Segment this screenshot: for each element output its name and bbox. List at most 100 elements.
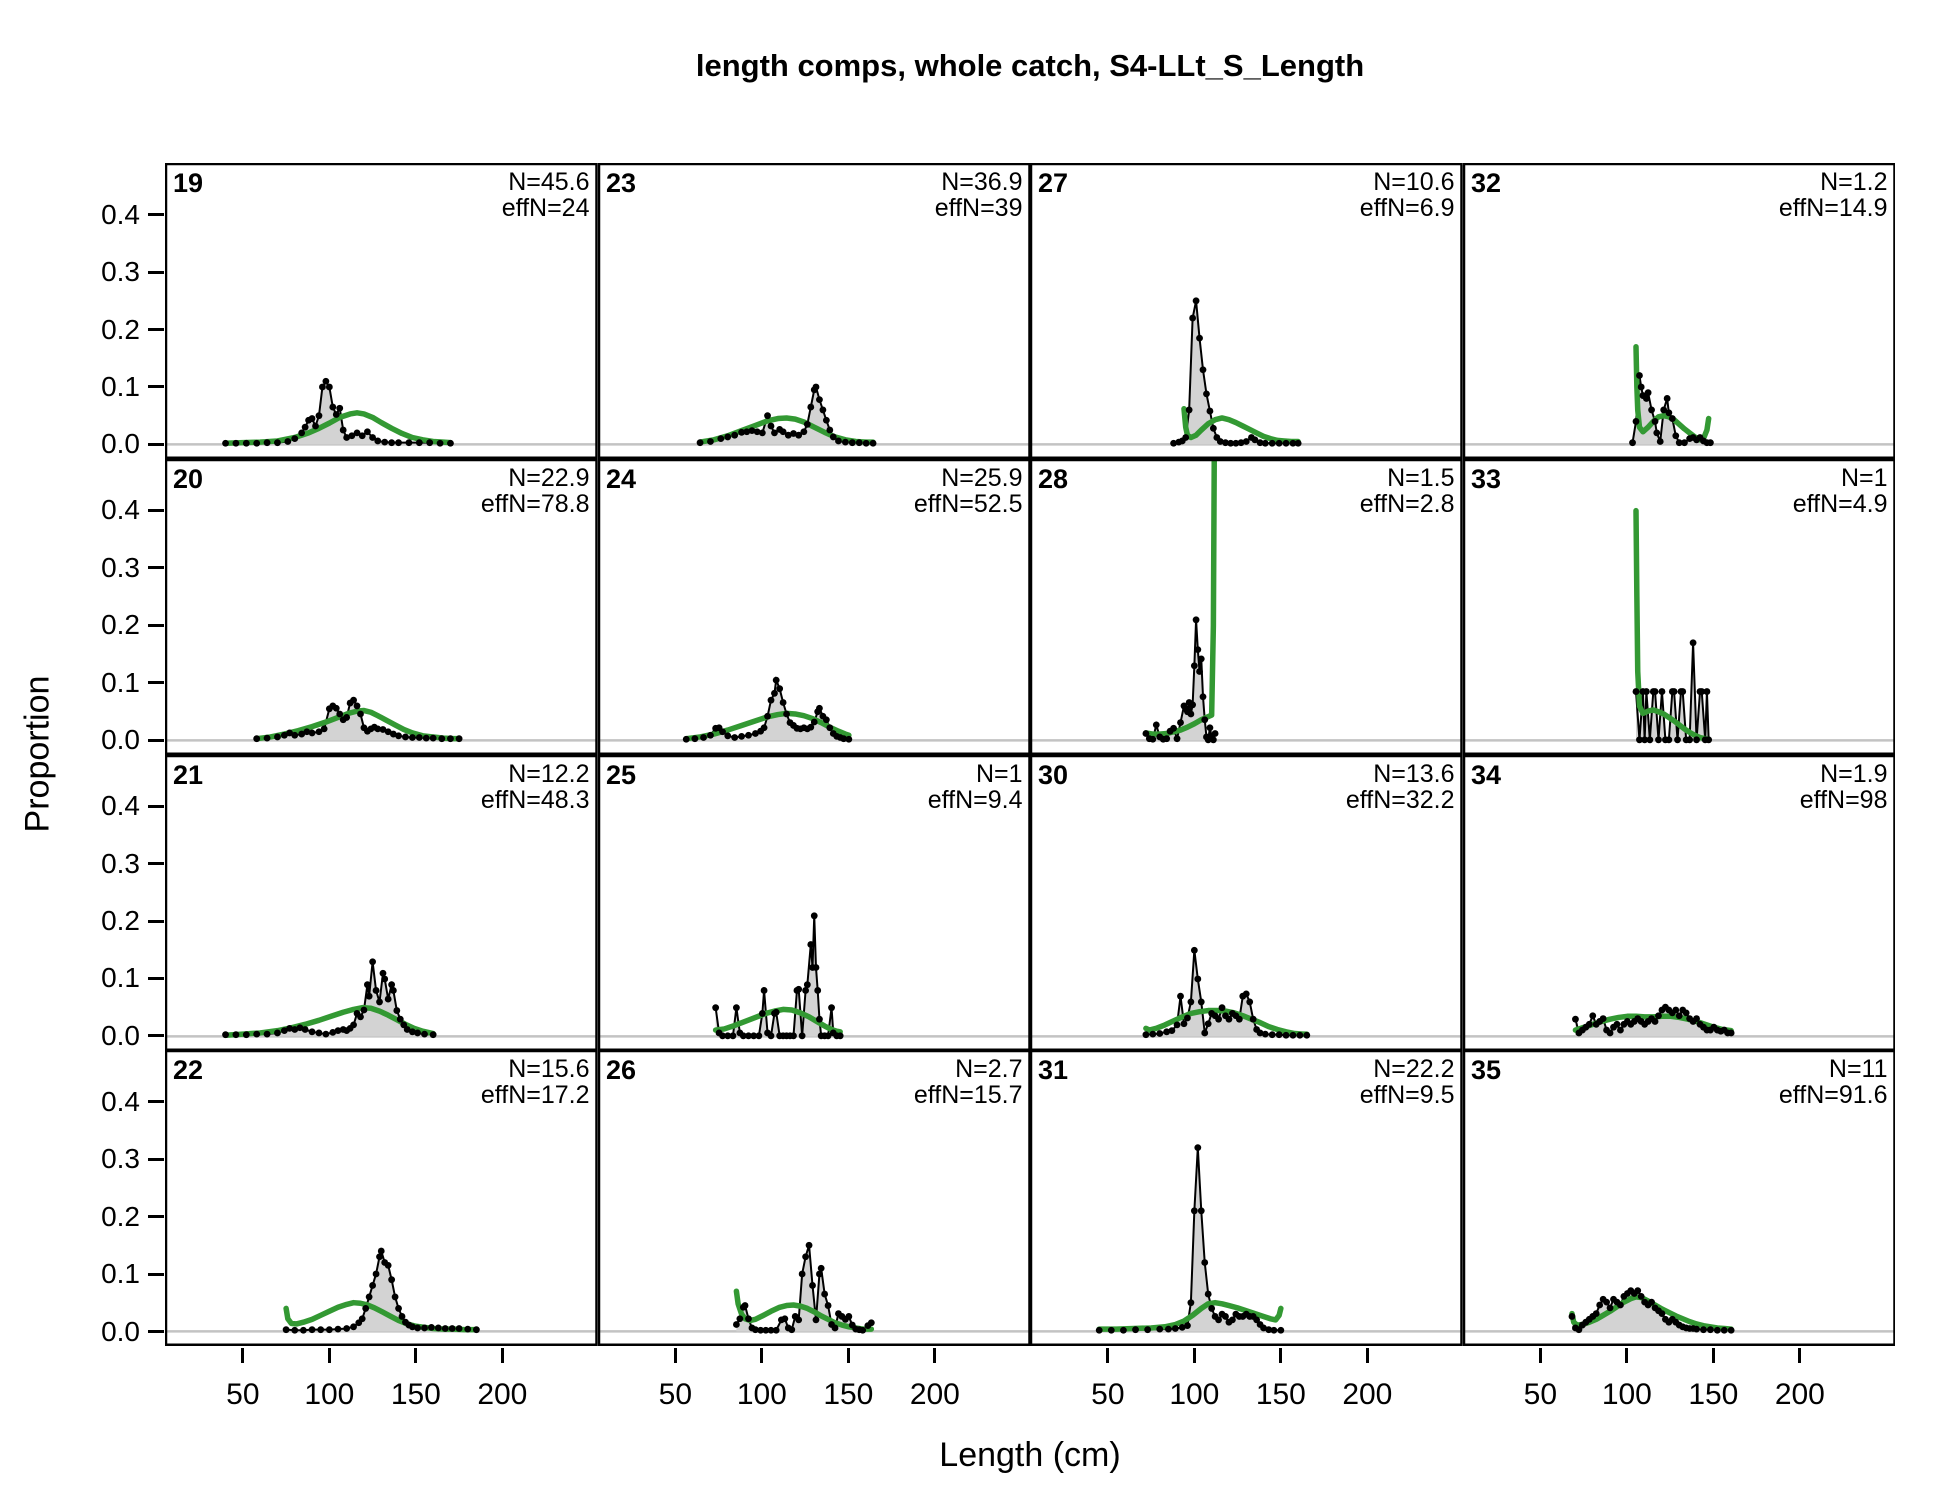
x-tick-label: 100 [1169,1378,1220,1411]
observed-point [408,1027,416,1035]
panel-number: 33 [1471,464,1501,494]
panel-n-label: N=2.7 [955,1055,1022,1083]
observed-point [739,1031,747,1039]
observed-point [767,1031,774,1039]
observed-point [1204,1019,1212,1027]
observed-point [1268,439,1276,447]
panel-n-label: N=11 [1828,1055,1887,1083]
x-tick [1711,1348,1715,1363]
observed-point [291,731,299,739]
observed-point [414,1324,421,1332]
observed-point [1235,1015,1243,1023]
y-tick-label: 0.2 [101,313,140,345]
panel-number: 22 [173,1055,203,1085]
observed-point [1296,1031,1304,1039]
observed-point [1651,418,1658,425]
observed-point [1196,667,1203,675]
observed-point [360,1006,368,1013]
observed-point [1664,736,1672,743]
observed-point [1197,655,1205,662]
observed-point [729,1031,736,1039]
observed-point [869,439,876,447]
y-tick-label: 0.1 [101,370,140,402]
observed-point [274,439,281,447]
observed-point [756,1327,764,1334]
observed-point [1156,1325,1164,1333]
observed-point [858,1327,866,1334]
observed-point [812,383,819,391]
observed-point [464,1325,472,1333]
x-tick [1538,1348,1542,1363]
observed-point [1635,372,1643,379]
observed-point [829,433,837,441]
panel-n-label: N=1.2 [1820,168,1887,196]
observed-point [308,1027,316,1035]
observed-point [1282,1031,1290,1039]
observed-point [1216,438,1224,445]
observed-point [1647,406,1655,414]
panel-number: 21 [173,760,203,790]
panel-effn-label: effN=32.2 [1346,786,1455,814]
expected-line [1181,406,1301,445]
observed-point [839,735,847,742]
observed-point [772,1327,780,1334]
observed-point [1242,989,1250,997]
observed-point [1673,736,1681,743]
observed-point [436,439,444,447]
panel-effn-label: effN=52.5 [913,490,1022,518]
observed-fill [286,1251,477,1332]
observed-point [315,728,323,735]
x-tick [241,1348,245,1363]
y-tick-label: 0.3 [101,847,140,879]
observed-point [753,428,761,436]
panel-effn-label: effN=91.6 [1778,1081,1887,1109]
x-tick [1365,1348,1369,1363]
observed-point [1704,736,1712,743]
observed-point [1194,1144,1202,1152]
observed-point [798,1270,806,1278]
y-tick-label: 0.3 [101,256,140,288]
observed-point [1654,736,1662,743]
observed-point [325,1326,333,1334]
observed-point [748,427,755,435]
observed-point [396,1015,404,1023]
observed-point [737,428,745,436]
observed-point [280,1026,288,1034]
y-tick [148,681,164,685]
observed-point [1222,439,1229,447]
observed-point [806,403,814,411]
observed-point [336,710,344,718]
observed-point [429,734,437,742]
observed-point [1201,716,1209,723]
observed-point [381,438,389,446]
observed-point [723,732,731,739]
observed-point [1680,439,1688,447]
observed-point [405,439,413,447]
observed-point [1156,1029,1164,1037]
y-tick-label: 0.0 [101,724,140,756]
panel-number: 23 [606,168,636,198]
observed-point [1184,1014,1191,1021]
panel-n-label: N=15.6 [508,1055,589,1083]
observed-point [801,986,809,994]
observed-point [806,940,814,948]
observed-point [1171,1325,1179,1333]
observed-point [253,439,261,447]
observed-point [402,733,409,741]
observed-point [1256,1029,1264,1036]
panel-border [1462,754,1895,1051]
observed-point [421,1324,428,1332]
observed-point [1261,1030,1269,1037]
observed-point [1132,1326,1139,1334]
observed-point [718,728,726,735]
observed-point [1163,1027,1171,1035]
y-tick [148,566,164,570]
observed-point [1632,687,1639,695]
observed-point [332,411,340,418]
observed-point [1187,710,1195,718]
observed-point [448,1325,456,1333]
observed-point [822,716,830,723]
observed-point [1647,1298,1655,1306]
